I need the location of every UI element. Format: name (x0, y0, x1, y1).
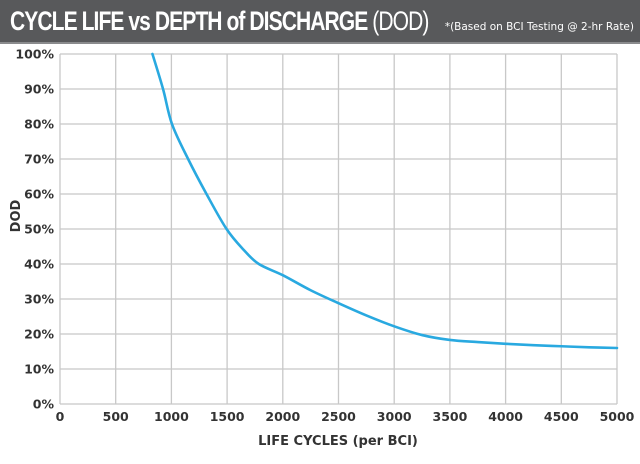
x-tick-label: 1500 (210, 409, 245, 424)
y-tick-label: 0% (33, 397, 55, 412)
chart-title-bold: CYCLE LIFE vs DEPTH of DISCHARGE (10, 6, 368, 36)
x-tick-label: 2000 (265, 409, 300, 424)
y-tick-label: 80% (24, 117, 54, 132)
x-tick-label: 3000 (377, 409, 412, 424)
y-axis-label: DOD (9, 199, 24, 232)
x-tick-label: 2500 (321, 409, 356, 424)
y-tick-label: 30% (24, 292, 54, 307)
x-axis-ticks: 0 500 1000 1500 2000 2500 3000 3500 4000 4500 5000 (56, 409, 635, 424)
chart-header: CYCLE LIFE vs DEPTH of DISCHARGE (DOD) *… (0, 0, 640, 44)
x-tick-label: 1000 (154, 409, 189, 424)
grid (59, 53, 618, 405)
y-tick-label: 70% (24, 152, 54, 167)
x-axis-label: LIFE CYCLES (per BCI) (258, 434, 418, 449)
y-tick-label: 100% (15, 47, 54, 62)
x-tick-label: 3500 (433, 409, 468, 424)
series-group (151, 52, 619, 350)
y-tick-label: 60% (24, 187, 54, 202)
y-tick-label: 10% (24, 362, 54, 377)
x-tick-label: 4500 (544, 409, 579, 424)
y-axis-ticks: 0% 10% 20% 30% 40% 50% 60% 70% 80% 90% 100% (15, 47, 54, 412)
chart-subtitle: *(Based on BCI Testing @ 2-hr Rate) (444, 21, 634, 33)
series-line-dod (151, 52, 619, 350)
chart-title: CYCLE LIFE vs DEPTH of DISCHARGE (DOD) (10, 3, 429, 39)
y-tick-label: 90% (24, 82, 54, 97)
y-tick-label: 40% (24, 257, 54, 272)
y-tick-label: 50% (24, 222, 54, 237)
x-tick-label: 500 (103, 409, 129, 424)
x-tick-label: 4000 (488, 409, 523, 424)
x-tick-label: 5000 (600, 409, 635, 424)
x-tick-label: 0 (56, 409, 65, 424)
y-tick-label: 20% (24, 327, 54, 342)
chart-title-light: (DOD) (372, 6, 429, 36)
